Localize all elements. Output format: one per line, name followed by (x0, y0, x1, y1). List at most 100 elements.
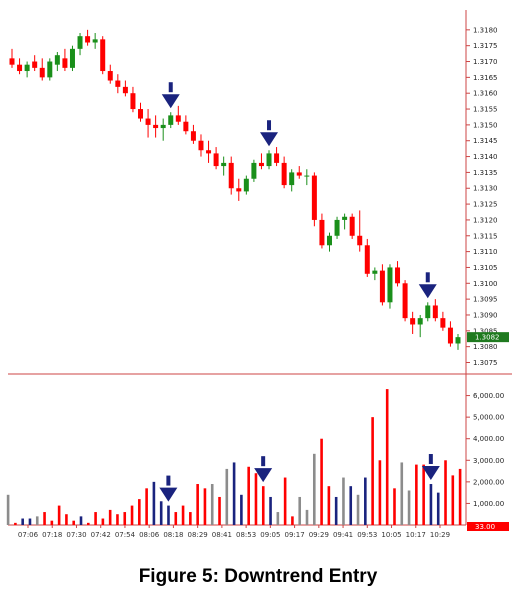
price-tick-label: 1.3110 (473, 248, 498, 256)
volume-bar (65, 514, 68, 525)
volume-bar (407, 490, 411, 525)
price-tick-label: 1.3080 (473, 343, 498, 351)
volume-bar (145, 488, 148, 525)
price-entry-arrow (161, 82, 180, 109)
volume-bar (312, 453, 316, 525)
volume-bar (196, 484, 199, 525)
arrow-shaft (166, 475, 171, 486)
volume-bar (371, 417, 374, 525)
volume-bar (108, 509, 112, 525)
volume-bar (218, 496, 221, 525)
candle-body (289, 172, 295, 186)
volume-bar (94, 512, 97, 525)
time-tick-label: 09:53 (357, 531, 377, 539)
candle-body (115, 80, 121, 87)
candle-body (357, 235, 363, 246)
price-entry-arrow (260, 120, 279, 147)
time-tick-label: 07:06 (18, 531, 39, 539)
price-tick-label: 1.3120 (473, 216, 498, 224)
last-price-tag (467, 332, 509, 343)
volume-bar (116, 514, 119, 525)
volume-bar (429, 484, 433, 525)
price-tick-label: 1.3160 (473, 90, 498, 98)
arrow-head (260, 132, 279, 147)
price-tick-label: 1.3150 (473, 121, 498, 129)
time-tick-label: 07:30 (66, 531, 86, 539)
volume-bar (28, 518, 32, 525)
price-tick-label: 1.3085 (473, 327, 498, 335)
candle-body (17, 64, 23, 72)
candle-body (266, 153, 272, 167)
arrow-head (421, 466, 440, 481)
time-axis: 07:06 07:18 07:30 07:42 07:54 08:06 08:18 08:29… (18, 525, 450, 539)
volume-bar (327, 486, 331, 525)
candle-body (183, 121, 189, 132)
volume-bar (385, 389, 389, 525)
volume-tick-label: 4,000.00 (473, 435, 504, 443)
candle-body (311, 175, 317, 220)
candle-body (296, 172, 302, 176)
arrow-shaft (428, 454, 433, 465)
downtrend-chart: 1.3180 1.3175 1.3170 1.3165 1.3160 1.3155 1.31… (6, 10, 512, 539)
volume-bar (6, 494, 10, 525)
price-tick-label: 1.3140 (473, 153, 498, 161)
candle-body (258, 162, 264, 167)
volume-bar (261, 486, 265, 525)
candle-body (440, 318, 446, 328)
arrow-shaft (425, 272, 430, 283)
price-tick-label: 1.3090 (473, 311, 498, 319)
volume-bar (181, 505, 185, 525)
candle-body (410, 318, 416, 325)
arrow-shaft (168, 82, 173, 93)
time-tick-label: 10:05 (381, 531, 401, 539)
volume-bar (305, 509, 309, 525)
candle-body (417, 318, 423, 325)
candle-body (228, 162, 234, 189)
price-tick-label: 1.3100 (473, 280, 498, 288)
volume-bar (334, 496, 338, 525)
volume-bar (349, 486, 353, 525)
time-tick-label: 07:42 (91, 531, 111, 539)
time-tick-label: 08:41 (212, 531, 232, 539)
price-tick-label: 1.3115 (473, 232, 498, 240)
volume-bar (174, 512, 178, 525)
candle-body (236, 188, 242, 192)
volume-bar (451, 475, 455, 525)
volume-bar (43, 512, 46, 525)
volume-bar (298, 496, 302, 525)
candle-body (160, 124, 166, 129)
price-tick-label: 1.3105 (473, 264, 498, 272)
volume-tick-label: 3,000.00 (473, 457, 504, 465)
candle-body (251, 162, 257, 179)
volume-bar (50, 520, 54, 525)
volume-bar (393, 488, 396, 525)
price-tick-label: 1.3095 (473, 296, 498, 304)
price-tick-label: 1.3125 (473, 201, 498, 209)
price-tick-label: 1.3175 (473, 42, 498, 50)
time-tick-label: 08:18 (163, 531, 183, 539)
volume-axis: 6,000.00 5,000.00 4,000.00 3,000.00 2,000.00… (466, 392, 509, 531)
volume-bar (14, 522, 17, 525)
time-tick-label: 09:41 (333, 531, 353, 539)
time-tick-label: 08:29 (188, 531, 208, 539)
volume-tick-label: 2,000.00 (473, 478, 504, 486)
candle-body (432, 305, 438, 319)
price-tick-label: 1.3165 (473, 74, 498, 82)
volume-bar (291, 516, 294, 525)
price-tick-label: 1.3155 (473, 106, 498, 114)
arrow-shaft (267, 120, 272, 131)
volume-bar (152, 481, 156, 525)
volume-bar (378, 460, 382, 525)
price-entry-arrow (418, 272, 437, 299)
time-tick-label: 08:53 (236, 531, 256, 539)
candle-body (447, 327, 453, 344)
candle-body (334, 219, 340, 236)
volume-bar (400, 462, 404, 525)
arrow-head (418, 284, 437, 299)
price-tick-label: 1.3145 (473, 137, 498, 145)
volume-bar (57, 505, 61, 525)
candle-body (85, 36, 91, 43)
volume-bar (21, 518, 24, 525)
volume-bar (232, 462, 236, 525)
volume-bar (159, 501, 163, 525)
